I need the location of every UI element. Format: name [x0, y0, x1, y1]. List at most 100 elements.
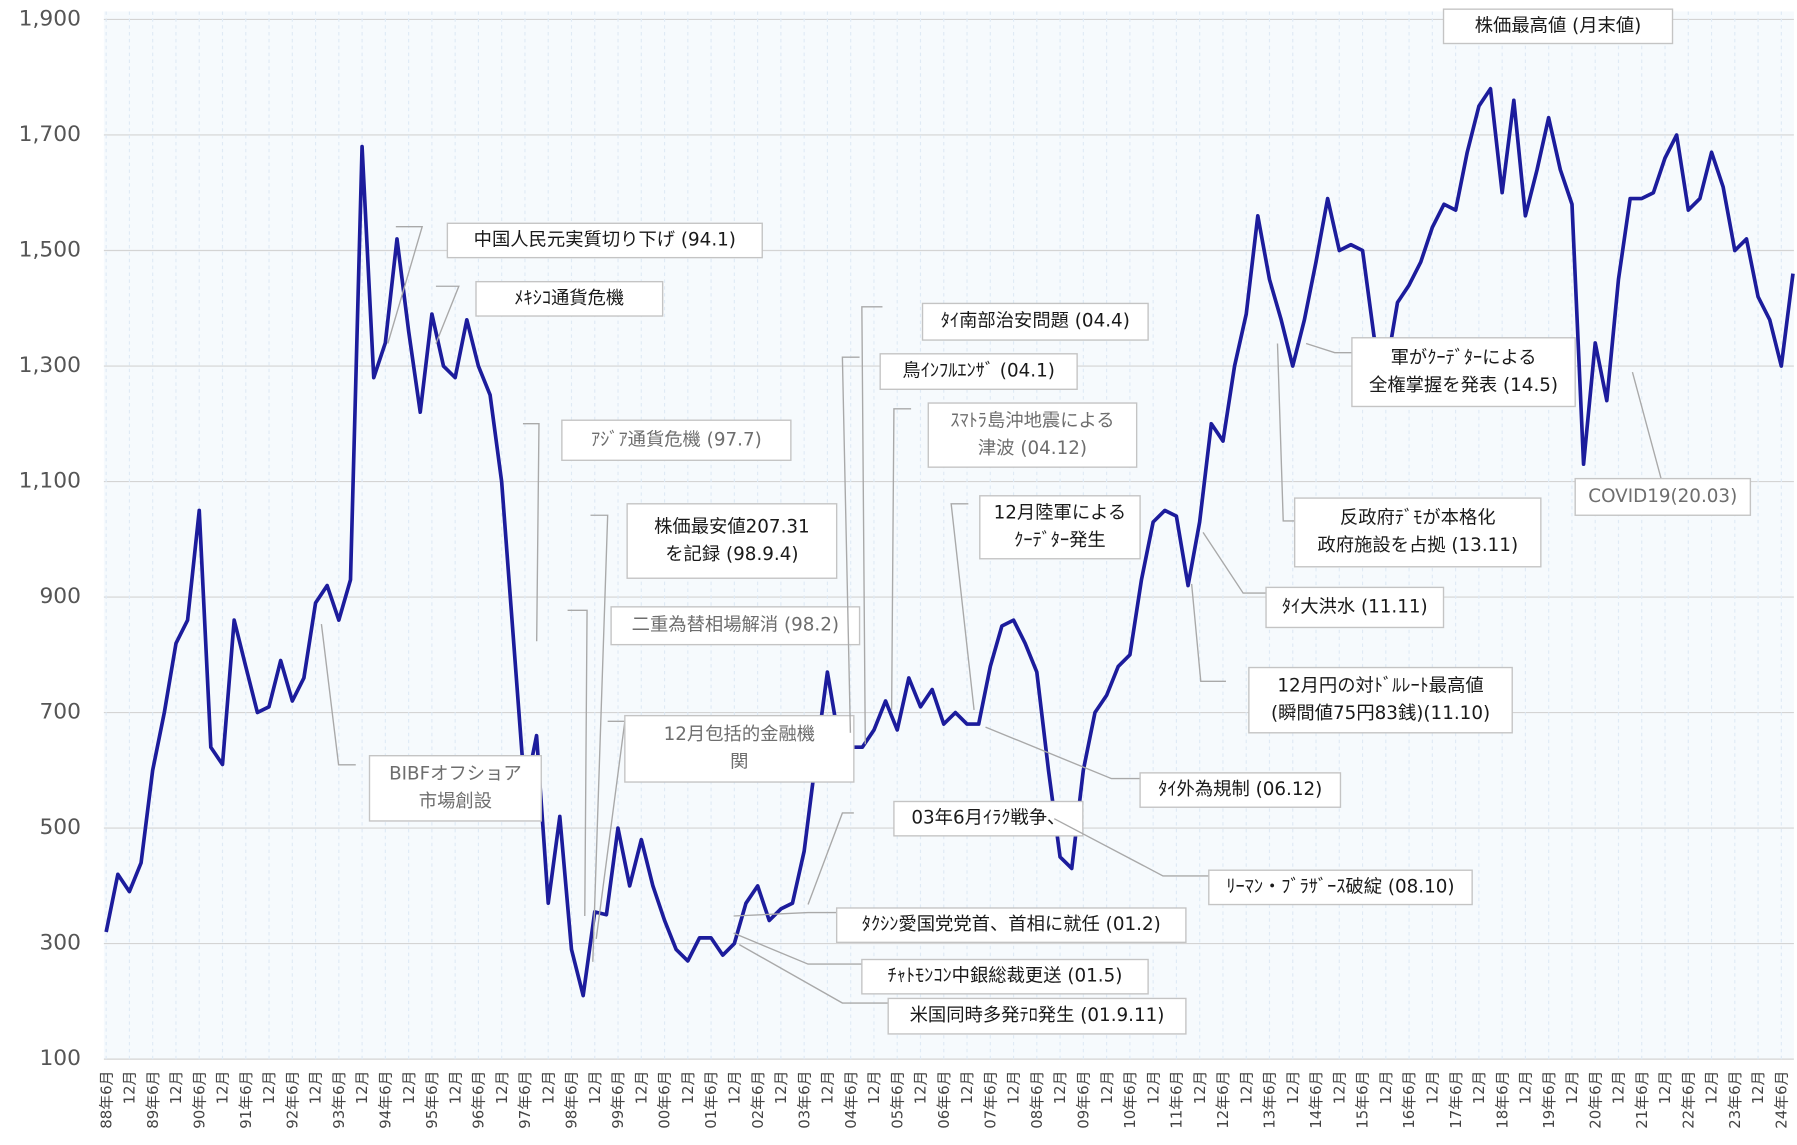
annotation-text: ﾀｸｼﾝ愛国党党首、首相に就任 (01.2)	[862, 914, 1161, 935]
annotation-box	[446, 222, 763, 259]
y-tick-label: 1,100	[19, 469, 81, 494]
x-tick-label: 24年6月	[1772, 1071, 1790, 1129]
x-tick-label: 12月	[353, 1071, 371, 1105]
leader-line	[567, 609, 588, 917]
x-tick-label: 12月	[539, 1071, 557, 1105]
annotation-text: 中国人民元実質切り下げ (94.1)	[474, 229, 736, 250]
x-tick-label: 12月	[1749, 1071, 1767, 1105]
annotation-text: ｱｼﾞｱ通貨危機 (97.7)	[591, 429, 762, 450]
annotation-text: 株価最高値 (月末値)	[1475, 15, 1642, 36]
y-tick-label: 100	[39, 1046, 81, 1071]
y-tick-label: 1,900	[19, 6, 81, 31]
leader-line	[841, 356, 860, 733]
x-tick-label: 12月	[1377, 1071, 1395, 1105]
x-tick-label: 04年6月	[842, 1071, 860, 1129]
x-tick-label: 12月	[865, 1071, 883, 1105]
annotation-box	[624, 714, 855, 783]
x-tick-label: 12月	[679, 1071, 697, 1105]
annotation-box	[1574, 477, 1752, 516]
leader-line	[320, 623, 356, 766]
annotation-text: を記録 (98.9.4)	[665, 544, 798, 565]
leader-line	[807, 812, 854, 905]
annotation-box	[893, 800, 1084, 837]
y-tick-label: 300	[39, 931, 81, 956]
x-tick-label: 12月	[1610, 1071, 1628, 1105]
annotation-box	[879, 353, 1078, 390]
x-tick-label: 12月	[1470, 1071, 1488, 1105]
annotation-box	[561, 419, 792, 461]
annotation-text: ﾒｷｼｺ通貨危機	[514, 288, 624, 309]
x-tick-label: 23年6月	[1726, 1071, 1744, 1129]
x-tick-label: 08年6月	[1028, 1071, 1046, 1129]
x-tick-label: 12月	[1191, 1071, 1209, 1105]
x-tick-label: 89年6月	[144, 1071, 162, 1129]
x-tick-label: 12月	[1423, 1071, 1441, 1105]
annotation-box	[1442, 8, 1674, 45]
x-tick-label: 12月	[400, 1071, 418, 1105]
x-tick-label: 95年6月	[423, 1071, 441, 1129]
x-tick-label: 12月	[772, 1071, 790, 1105]
y-tick-label: 900	[39, 584, 81, 609]
x-tick-label: 07年6月	[981, 1071, 999, 1129]
annotation-text: ｽﾏﾄﾗ島沖地震による	[950, 410, 1114, 431]
annotation-box	[835, 907, 1187, 944]
x-tick-label: 13年6月	[1261, 1071, 1279, 1129]
x-tick-label: 02年6月	[749, 1071, 767, 1129]
y-tick-label: 500	[39, 815, 81, 840]
annotation-text: ﾀｲ大洪水 (11.11)	[1282, 596, 1428, 617]
annotation-box	[1139, 772, 1342, 808]
annotation-text: ﾘｰﾏﾝ・ﾌﾞﾗｻﾞｰｽ破綻 (08.10)	[1226, 876, 1454, 897]
x-tick-label: 17年6月	[1447, 1071, 1465, 1129]
x-tick-label: 21年6月	[1633, 1071, 1651, 1129]
x-tick-label: 98年6月	[563, 1071, 581, 1129]
annotation-text: ﾁｬﾄﾓﾝｺﾝ中銀総裁更送 (01.5)	[888, 966, 1123, 987]
x-tick-label: 12年6月	[1214, 1071, 1232, 1129]
annotation-box	[1293, 497, 1542, 568]
x-tick-label: 12月	[1517, 1071, 1535, 1105]
x-tick-label: 97年6月	[516, 1071, 534, 1129]
x-tick-label: 12月	[121, 1071, 139, 1105]
x-tick-label: 94年6月	[377, 1071, 395, 1129]
series-line	[104, 86, 1795, 998]
leader-line	[1202, 532, 1267, 594]
annotation-text: 鳥ｲﾝﾌﾙｴﾝｻﾞ (04.1)	[902, 361, 1054, 382]
y-tick-label: 1,500	[19, 238, 81, 263]
annotation-box	[921, 302, 1149, 341]
x-tick-label: 20年6月	[1586, 1071, 1604, 1129]
leader-line	[435, 285, 460, 344]
x-tick-label: 12月	[1284, 1071, 1302, 1105]
annotation-box	[1351, 337, 1576, 408]
annotation-text: BIBFオフショア	[389, 764, 522, 785]
annotation-text: 03年6月ｲﾗｸ戦争、	[911, 808, 1065, 829]
x-tick-label: 03年6月	[795, 1071, 813, 1129]
x-tick-label: 22年6月	[1679, 1071, 1697, 1129]
annotation-text: 関	[730, 752, 748, 773]
leader-line	[861, 306, 883, 745]
annotation-text: 政府施設を占拠 (13.11)	[1317, 535, 1518, 556]
x-tick-label: 12月	[446, 1071, 464, 1105]
leader-line	[1276, 343, 1295, 522]
leader-line	[522, 422, 540, 642]
annotation-text: 津波 (04.12)	[978, 438, 1087, 459]
x-tick-label: 11年6月	[1168, 1071, 1186, 1129]
annotation-text: 12月円の対ﾄﾞﾙﾚｰﾄ最高値	[1277, 675, 1483, 696]
leader-line	[1053, 818, 1209, 877]
annotation-text: 米国同時多発ﾃﾛ発生 (01.9.11)	[910, 1005, 1165, 1026]
x-tick-label: 99年6月	[609, 1071, 627, 1129]
y-tick-label: 1,700	[19, 122, 81, 147]
annotation-text: ｸｰﾃﾞﾀｰ発生	[1014, 530, 1106, 551]
x-tick-label: 12月	[958, 1071, 976, 1105]
x-tick-label: 12月	[912, 1071, 930, 1105]
leader-line	[1305, 342, 1352, 354]
y-tick-label: 700	[39, 700, 81, 725]
annotation-box	[887, 997, 1187, 1035]
x-tick-label: 18年6月	[1493, 1071, 1511, 1129]
x-tick-label: 00年6月	[656, 1071, 674, 1129]
annotation-text: 市場創設	[419, 791, 492, 812]
annotation-text: 12月包括的金融機	[664, 724, 816, 745]
x-tick-label: 06年6月	[935, 1071, 953, 1129]
x-tick-label: 12月	[586, 1071, 604, 1105]
y-tick-label: 1,300	[19, 353, 81, 378]
leader-line	[890, 408, 912, 710]
